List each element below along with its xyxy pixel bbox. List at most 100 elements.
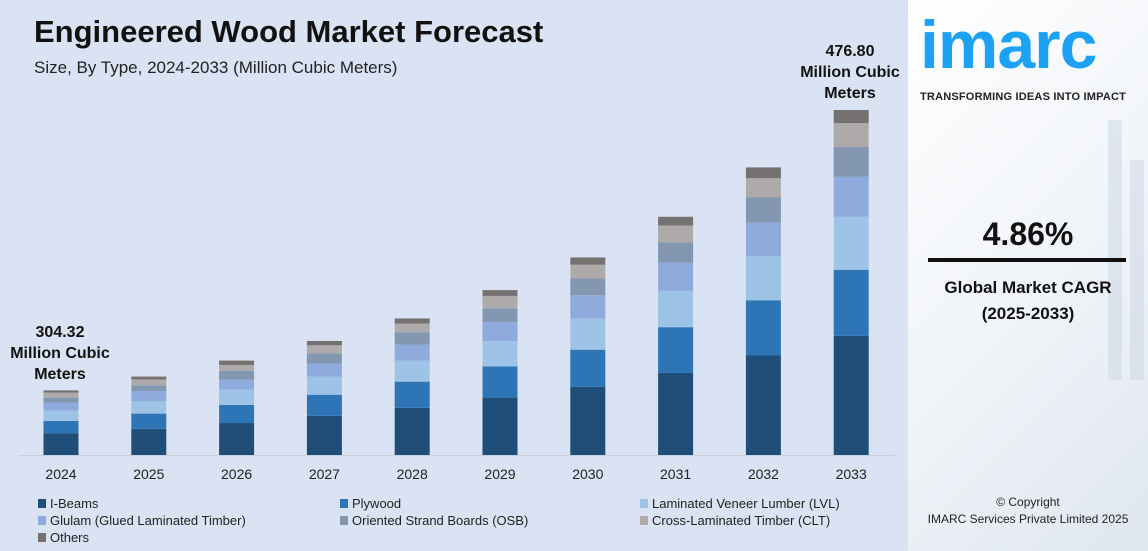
legend-swatch [340,516,348,525]
legend-label: Glulam (Glued Laminated Timber) [50,513,246,528]
bar-segment-2024-6 [43,390,79,393]
decorative-bar [1130,160,1144,380]
bar-segment-2028-4 [394,332,430,345]
bar-segment-2026-6 [219,360,255,365]
bar-segment-2030-3 [570,295,606,319]
start-total-unit-2: Meters [34,366,86,383]
x-tick-label: 2029 [484,466,515,482]
bar-segment-2029-4 [482,308,518,323]
x-tick-label: 2024 [45,466,76,482]
bar-segment-2025-0 [131,428,167,455]
bar-segment-2033-2 [833,216,869,270]
start-total-unit-1: Million Cubic [10,345,110,362]
bar-segment-2027-1 [306,394,342,416]
bar-segment-2027-4 [306,353,342,364]
bar-segment-2029-1 [482,366,518,398]
bar-segment-2025-6 [131,376,167,380]
x-tick-label: 2033 [836,466,867,482]
cagr-label-line-2: (2025-2033) [981,304,1075,323]
bar-segment-2031-6 [658,216,694,226]
bar-segment-2024-0 [43,433,79,455]
bar-segment-2026-1 [219,404,255,424]
bar-segment-2027-5 [306,345,342,354]
bar-chart: 2024 2025 2026 2027 2028 2029 2030 2031 2032 2033 [18,110,895,482]
bar-segment-2033-5 [833,123,869,148]
x-tick-label: 2030 [572,466,603,482]
bar-segment-2033-6 [833,110,869,124]
bar-segment-2030-4 [570,278,606,296]
bar-segment-2033-3 [833,176,869,217]
legend-swatch [38,533,46,542]
brand-tagline: TRANSFORMING IDEAS INTO IMPACT [920,91,1127,103]
bar-segment-2026-2 [219,389,255,405]
decorative-bar [1108,120,1122,380]
legend-label: Oriented Strand Boards (OSB) [352,513,529,528]
imarc-logo: imarc [920,7,1097,83]
legend-swatch [340,499,348,508]
legend-item: Oriented Strand Boards (OSB) [340,513,528,528]
legend-label: I-Beams [50,496,99,511]
bar-segment-2030-6 [570,257,606,265]
bar-segment-2030-0 [570,386,606,455]
cagr-label: Global Market CAGR (2025-2033) [908,275,1148,327]
cagr-label-line-1: Global Market CAGR [944,278,1112,297]
bar-segment-2029-2 [482,340,518,367]
bar-segment-2029-3 [482,322,518,341]
legend-swatch [38,499,46,508]
bar-segment-2028-1 [394,381,430,408]
end-total-unit-2: Meters [824,85,876,102]
bar-segment-2024-4 [43,397,79,403]
bar-segment-2030-5 [570,264,606,279]
x-tick-label: 2025 [133,466,164,482]
end-total-unit-1: Million Cubic [800,64,900,81]
bar-segment-2031-5 [658,225,694,243]
end-total-annotation: 476.80 Million Cubic Meters [790,41,910,104]
cagr-value: 4.86% [982,216,1074,252]
bar-segment-2029-0 [482,397,518,455]
bar-segment-2033-1 [833,269,869,336]
chart-panel: Engineered Wood Market Forecast Size, By… [0,0,908,551]
bar-segment-2031-2 [658,290,694,328]
bar-segment-2025-5 [131,379,167,386]
bar-segment-2030-2 [570,318,606,350]
legend-item: Plywood [340,496,401,511]
bar-segment-2031-0 [658,372,694,455]
x-tick-label: 2031 [660,466,691,482]
bar-segment-2032-1 [745,300,781,356]
bar-segment-2027-0 [306,415,342,455]
bar-segment-2031-3 [658,262,694,291]
bar-segment-2026-5 [219,364,255,371]
bar-segment-2032-0 [745,355,781,455]
x-tick-label: 2032 [748,466,779,482]
bar-segment-2025-4 [131,385,167,392]
legend-label: Laminated Veneer Lumber (LVL) [652,496,840,511]
brand-panel: imarc TRANSFORMING IDEAS INTO IMPACT 4.8… [908,0,1148,551]
start-total-annotation: 304.32 Million Cubic Meters [0,322,120,385]
x-tick-label: 2026 [221,466,252,482]
bar-segment-2032-6 [745,167,781,179]
bar-segment-2028-0 [394,407,430,455]
legend-swatch [38,516,46,525]
start-total-value: 304.32 [35,324,85,341]
bar-segment-2028-6 [394,318,430,324]
cagr-divider [928,258,1126,262]
legend-item: Laminated Veneer Lumber (LVL) [640,496,840,511]
chart-title: Engineered Wood Market Forecast [34,14,544,49]
copyright-line-1: © Copyright [996,495,1060,509]
bar-segment-2031-4 [658,242,694,263]
bar-segment-2032-5 [745,178,781,198]
bar-segment-2026-0 [219,423,255,455]
bar-segment-2032-2 [745,255,781,301]
legend-item: I-Beams [38,496,98,511]
bar-segment-2027-2 [306,376,342,395]
end-total-value: 476.80 [825,43,875,60]
bar-segment-2027-3 [306,363,342,377]
legend-swatch [640,516,648,525]
bar-segment-2028-2 [394,360,430,382]
bar-segment-2029-6 [482,290,518,296]
legend-item: Glulam (Glued Laminated Timber) [38,513,246,528]
bar-segment-2029-5 [482,295,518,309]
bar-segment-2024-3 [43,402,79,411]
copyright-line-2: IMARC Services Private Limited 2025 [927,512,1129,526]
bar-segment-2032-3 [745,222,781,256]
